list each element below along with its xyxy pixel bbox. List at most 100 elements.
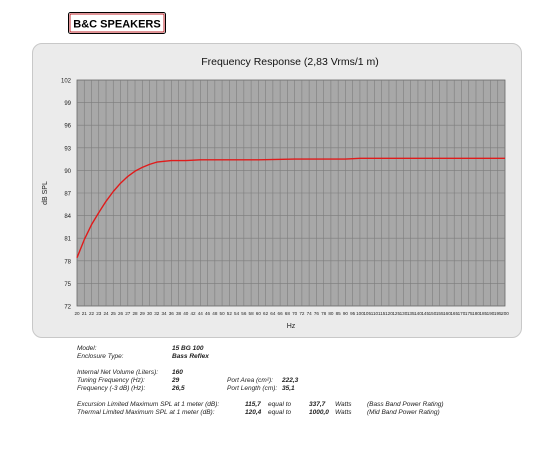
excursion-note: (Bass Band Power Rating): [367, 401, 444, 408]
x-tick-label: 76: [314, 311, 320, 316]
x-tick-labels: 20 21 22 23 24 25 26 27 28 29 30 32 34 36 38 40 42 44 46 48…: [74, 311, 509, 316]
frequency-response-chart: Frequency Response (2,83 Vrms/1 m) 72 75 7…: [42, 56, 509, 330]
x-tick-label: 150: [429, 311, 437, 316]
plot-area: [76, 79, 506, 307]
x-tick-label: 29: [140, 311, 146, 316]
x-tick-label: 54: [234, 311, 240, 316]
y-tick-label: 87: [64, 192, 71, 198]
excursion-label: Excursion Limited Maximum SPL at 1 meter…: [77, 401, 220, 408]
model-label: Model:: [77, 345, 97, 352]
y-tick-label: 102: [61, 79, 72, 85]
x-tick-label: 24: [103, 311, 109, 316]
y-tick-label: 90: [64, 169, 71, 175]
excursion-value: 115,7: [245, 401, 261, 408]
x-tick-label: 190: [487, 311, 495, 316]
y-axis-label: dB SPL: [42, 181, 49, 205]
x-tick-label: 42: [191, 311, 197, 316]
thermal-label: Thermal Limited Maximum SPL at 1 meter (…: [77, 409, 215, 416]
enclosure-label: Enclosure Type:: [77, 353, 124, 360]
x-tick-label: 110: [371, 311, 379, 316]
x-tick-label: 23: [96, 311, 102, 316]
x-tick-label: 50: [220, 311, 226, 316]
x-tick-label: 25: [111, 311, 117, 316]
model-value: 15 BG 100: [172, 345, 204, 352]
volume-label: Internal Net Volume (Liters):: [77, 369, 159, 376]
y-tick-label: 99: [64, 101, 71, 107]
x-tick-label: 72: [299, 311, 305, 316]
x-tick-label: 38: [176, 311, 182, 316]
brand-logo-text: B&C SPEAKERS: [73, 19, 160, 31]
tuning-value: 29: [172, 377, 180, 384]
x-tick-label: 200: [501, 311, 509, 316]
y-tick-label: 72: [64, 305, 71, 311]
x-tick-label: 56: [241, 311, 247, 316]
x-tick-label: 170: [458, 311, 466, 316]
x-tick-label: 175: [465, 311, 473, 316]
x-tick-label: 48: [212, 311, 218, 316]
x-tick-label: 46: [205, 311, 211, 316]
x-tick-label: 155: [436, 311, 444, 316]
x-tick-label: 32: [154, 311, 160, 316]
x-tick-label: 30: [147, 311, 153, 316]
thermal-value: 120,4: [245, 409, 262, 416]
y-tick-label: 75: [64, 282, 71, 288]
excursion-equal-to: equal to: [268, 401, 292, 408]
y-tick-labels: 72 75 78 81 84 87 90 93 96 99 102: [61, 79, 72, 311]
x-tick-label: 95: [350, 311, 356, 316]
x-tick-label: 85: [336, 311, 342, 316]
y-tick-label: 84: [64, 214, 71, 220]
excursion-watts-label: Watts: [335, 401, 352, 408]
x-tick-label: 78: [321, 311, 327, 316]
x-tick-label: 90: [343, 311, 349, 316]
x-tick-label: 70: [292, 311, 298, 316]
x-tick-label: 34: [161, 311, 167, 316]
port-length-value: 35,1: [282, 385, 295, 392]
x-tick-label: 66: [278, 311, 284, 316]
x-tick-label: 68: [285, 311, 291, 316]
x-tick-label: 185: [479, 311, 487, 316]
x-tick-label: 195: [494, 311, 502, 316]
x-tick-label: 20: [74, 311, 80, 316]
x-tick-label: 80: [328, 311, 334, 316]
y-tick-label: 96: [64, 124, 71, 130]
x-tick-label: 165: [450, 311, 458, 316]
x-tick-label: 160: [443, 311, 451, 316]
chart-title: Frequency Response (2,83 Vrms/1 m): [201, 56, 379, 68]
x-tick-label: 58: [249, 311, 255, 316]
f3-label: Frequency (-3 dB) (Hz):: [77, 385, 146, 392]
thermal-equal-to: equal to: [268, 409, 292, 416]
y-tick-label: 81: [64, 237, 71, 243]
brand-logo: B&C SPEAKERS: [68, 12, 166, 34]
x-tick-label: 60: [256, 311, 262, 316]
x-tick-label: 180: [472, 311, 480, 316]
x-tick-label: 44: [198, 311, 204, 316]
x-tick-label: 40: [183, 311, 189, 316]
x-tick-label: 26: [118, 311, 124, 316]
thermal-watts-value: 1000,0: [309, 409, 329, 416]
volume-value: 160: [172, 369, 183, 376]
thermal-watts-label: Watts: [335, 409, 352, 416]
x-tick-label: 140: [414, 311, 422, 316]
y-tick-label: 78: [64, 259, 71, 265]
x-tick-label: 120: [385, 311, 393, 316]
x-tick-label: 135: [407, 311, 415, 316]
x-tick-label: 64: [270, 311, 276, 316]
x-tick-label: 105: [363, 311, 371, 316]
port-length-label: Port Length (cm):: [227, 385, 278, 392]
x-tick-label: 22: [89, 311, 95, 316]
x-axis-label: Hz: [287, 323, 296, 330]
x-tick-label: 28: [132, 311, 138, 316]
port-area-label: Port Area (cm²):: [227, 377, 273, 384]
x-tick-label: 21: [82, 311, 88, 316]
enclosure-value: Bass Reflex: [172, 353, 209, 360]
excursion-watts-value: 337,7: [309, 401, 326, 408]
x-tick-label: 74: [307, 311, 313, 316]
x-tick-label: 100: [356, 311, 364, 316]
thermal-note: (Mid Band Power Rating): [367, 409, 440, 416]
x-tick-label: 125: [392, 311, 400, 316]
f3-value: 26,5: [172, 385, 185, 392]
x-tick-label: 115: [378, 311, 386, 316]
x-tick-label: 36: [169, 311, 175, 316]
port-area-value: 222,3: [282, 377, 299, 384]
x-tick-label: 130: [400, 311, 408, 316]
